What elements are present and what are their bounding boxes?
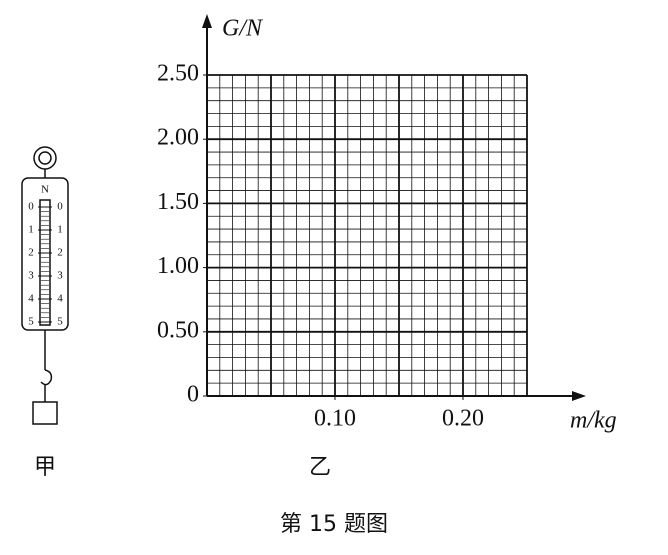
grid [206,74,528,397]
scale-ticks: 0 1 2 3 4 5 0 1 2 3 4 5 [28,201,63,328]
x-axis-label: m/kg [570,408,617,434]
scale-label: 4 [57,293,63,305]
scale-label: 5 [57,316,63,328]
y-arrow [202,14,212,28]
y-axis-label: G/N [222,16,264,42]
y-tick-label: 2.50 [157,61,199,87]
figure-label: 甲 [34,455,56,480]
scale-label: 4 [28,293,34,305]
ring-inner [38,151,52,165]
scale-label: 3 [28,270,34,282]
ticks: 0 0.50 1.00 1.50 2.00 2.50 0.10 0.20 [157,61,484,432]
scale-slot [39,199,51,326]
scale-label: 0 [28,201,34,213]
spring-scale [21,146,69,425]
scale-label: 1 [57,224,63,236]
y-tick-label: 0 [187,382,199,408]
scale-label: 3 [57,270,63,282]
scale-label: 0 [57,201,63,213]
scale-label: 1 [28,224,34,236]
scale-label: 2 [57,247,63,259]
scale-label: 2 [28,247,34,259]
ring [33,146,57,170]
figure-label: 乙 [309,455,331,480]
scale-unit: N [41,184,49,196]
x-tick-label: 0.20 [442,406,484,432]
y-tick-label: 2.00 [157,125,199,151]
caption: 第 15 题图 [280,512,388,537]
scale-label: 5 [28,316,34,328]
y-tick-label: 1.00 [157,253,199,279]
x-tick-label: 0.10 [314,406,356,432]
x-arrow [572,391,586,401]
weight [32,401,58,425]
y-tick-label: 0.50 [157,317,199,343]
hook [40,369,53,386]
y-tick-label: 1.50 [157,189,199,215]
